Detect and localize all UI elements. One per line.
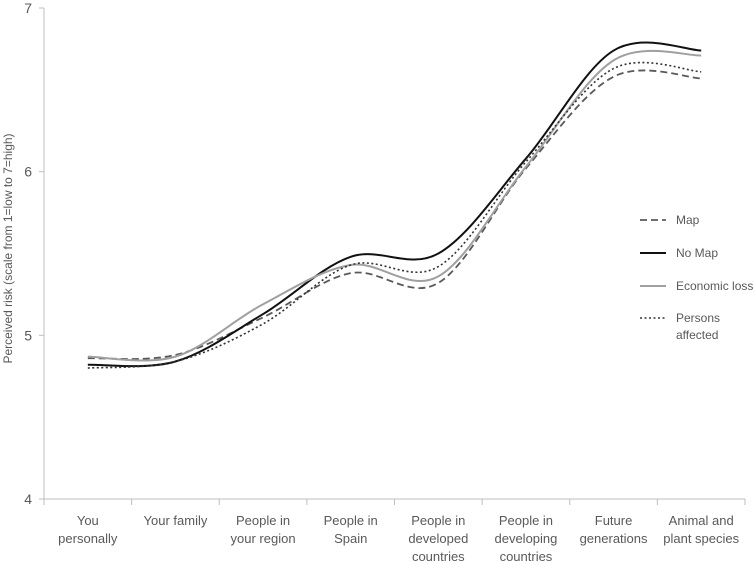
legend-label: No Map [676, 246, 718, 260]
y-axis-title: Perceived risk (scale from 1=low to 7=hi… [1, 133, 15, 363]
y-tick-label: 7 [24, 0, 32, 16]
legend-label: Persons affected [676, 311, 720, 342]
x-tick-label: People in Spain [324, 513, 378, 546]
x-tick-label: People in your region [231, 513, 296, 546]
x-tick-label: You personally [58, 513, 118, 546]
x-tick-label: People in developed countries [408, 513, 468, 563]
y-tick-label: 4 [24, 491, 32, 507]
y-tick-label: 6 [24, 164, 32, 180]
legend-label: Economic loss [676, 279, 753, 293]
series-line-economic-loss [87, 49, 702, 362]
x-tick-label: Future generations [580, 513, 648, 546]
legend: Map No Map Economic loss Persons affected [640, 213, 753, 342]
series-line-persons-affected [87, 61, 702, 369]
series-lines [87, 41, 702, 369]
series-line-map [87, 69, 702, 360]
y-tick-label: 5 [24, 327, 32, 343]
x-tick-label: People in developing countries [494, 513, 557, 563]
series-line-no-map [87, 41, 702, 368]
x-tick-label: Animal and plant species [663, 513, 739, 546]
legend-label: Map [676, 213, 700, 227]
x-tick-label: Your family [144, 513, 208, 528]
